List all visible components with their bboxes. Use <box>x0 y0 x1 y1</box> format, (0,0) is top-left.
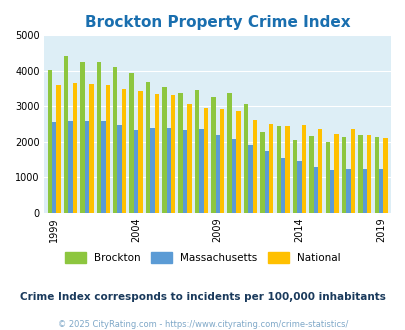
Bar <box>68 120 72 213</box>
Bar <box>182 130 187 213</box>
Bar <box>52 122 56 213</box>
Bar <box>357 135 362 213</box>
Bar <box>101 121 105 213</box>
Bar <box>56 85 61 213</box>
Bar <box>252 120 256 213</box>
Bar <box>309 136 313 213</box>
Bar <box>138 91 142 213</box>
Bar <box>366 135 371 213</box>
Bar <box>341 137 345 213</box>
Text: Crime Index corresponds to incidents per 100,000 inhabitants: Crime Index corresponds to incidents per… <box>20 292 385 302</box>
Bar <box>243 104 247 213</box>
Bar <box>280 157 285 213</box>
Bar <box>145 82 150 213</box>
Bar <box>150 128 154 213</box>
Bar <box>187 104 191 213</box>
Legend: Brockton, Massachusetts, National: Brockton, Massachusetts, National <box>61 248 344 267</box>
Bar <box>313 167 317 213</box>
Bar <box>329 170 334 213</box>
Bar <box>80 62 85 213</box>
Bar <box>296 161 301 213</box>
Text: © 2025 CityRating.com - https://www.cityrating.com/crime-statistics/: © 2025 CityRating.com - https://www.city… <box>58 320 347 329</box>
Bar <box>129 73 134 213</box>
Bar <box>378 169 382 213</box>
Bar <box>203 108 207 213</box>
Bar <box>345 169 350 213</box>
Bar <box>220 109 224 213</box>
Bar <box>231 139 236 213</box>
Bar <box>194 90 199 213</box>
Bar <box>154 94 159 213</box>
Bar <box>227 93 231 213</box>
Bar <box>325 142 329 213</box>
Bar <box>162 87 166 213</box>
Bar <box>374 137 378 213</box>
Bar <box>264 151 269 213</box>
Bar <box>215 136 220 213</box>
Bar <box>236 111 240 213</box>
Bar <box>362 169 366 213</box>
Bar <box>105 85 110 213</box>
Bar <box>64 55 68 213</box>
Title: Brockton Property Crime Index: Brockton Property Crime Index <box>85 15 350 30</box>
Bar <box>171 95 175 213</box>
Bar <box>122 89 126 213</box>
Bar <box>350 129 354 213</box>
Bar <box>178 93 182 213</box>
Bar <box>199 129 203 213</box>
Bar <box>211 97 215 213</box>
Bar <box>285 125 289 213</box>
Bar <box>317 129 322 213</box>
Bar <box>89 83 94 213</box>
Bar <box>117 125 121 213</box>
Bar <box>382 138 387 213</box>
Bar <box>269 124 273 213</box>
Bar <box>113 67 117 213</box>
Bar <box>301 125 305 213</box>
Bar <box>72 82 77 213</box>
Bar <box>276 126 280 213</box>
Bar <box>292 140 296 213</box>
Bar <box>166 128 171 213</box>
Bar <box>247 146 252 213</box>
Bar <box>47 70 52 213</box>
Bar <box>334 134 338 213</box>
Bar <box>85 121 89 213</box>
Bar <box>134 130 138 213</box>
Bar <box>260 132 264 213</box>
Bar <box>96 62 101 213</box>
